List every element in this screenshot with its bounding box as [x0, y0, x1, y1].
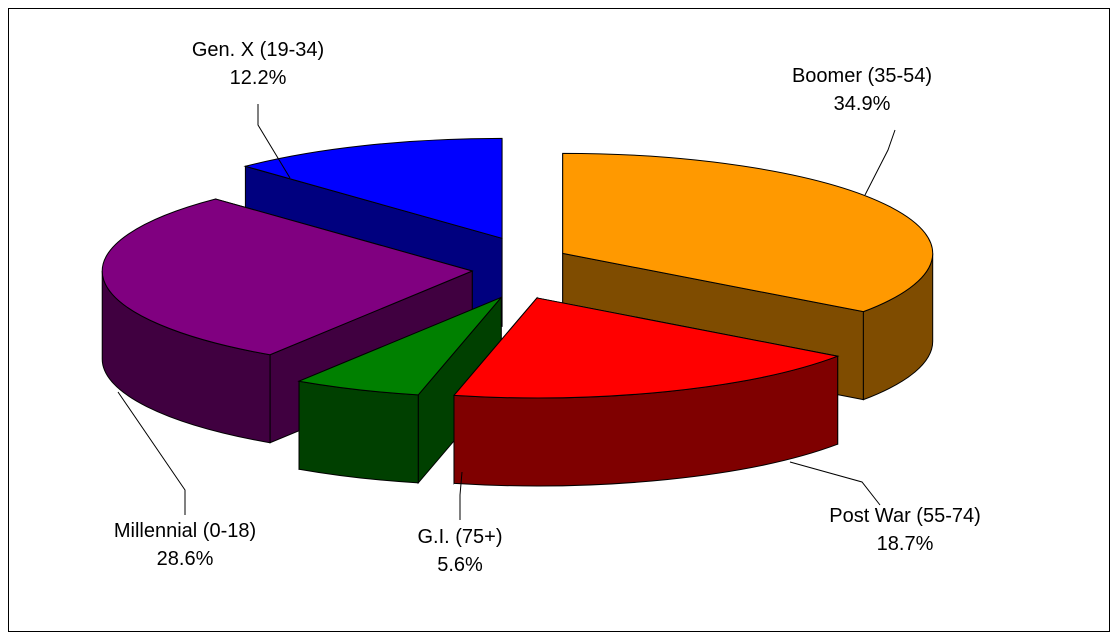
category-label: Millennial (0-18) [114, 520, 256, 542]
value-label: 18.7% [877, 533, 934, 555]
data-label: Post War (55-74) 18.7% [829, 505, 981, 555]
value-label: 28.6% [157, 548, 214, 570]
data-label: Millennial (0-18) 28.6% [114, 520, 256, 570]
slice-top [297, 296, 502, 396]
category-label: Boomer (35-54) [792, 65, 932, 87]
leader-line [789, 461, 881, 506]
data-label: Boomer (35-54) 34.9% [792, 65, 932, 115]
value-label: 34.9% [834, 93, 891, 115]
category-label: Gen. X (19-34) [192, 39, 324, 61]
value-label: 12.2% [230, 67, 287, 89]
leader-line [257, 104, 291, 179]
leader-line [459, 471, 463, 520]
data-label: G.I. (75+) 5.6% [417, 526, 502, 576]
leader-line [117, 391, 186, 515]
slice-top [243, 137, 503, 239]
slice-top [562, 152, 934, 313]
slice-top [101, 198, 474, 356]
leader-line [864, 129, 896, 196]
value-label: 5.6% [437, 554, 483, 576]
category-label: G.I. (75+) [417, 526, 502, 548]
slice-top [452, 297, 840, 399]
slice [452, 296, 840, 487]
data-label: Gen. X (19-34) 12.2% [192, 39, 324, 89]
slice-outer-wall [298, 380, 419, 484]
category-label: Post War (55-74) [829, 505, 981, 527]
